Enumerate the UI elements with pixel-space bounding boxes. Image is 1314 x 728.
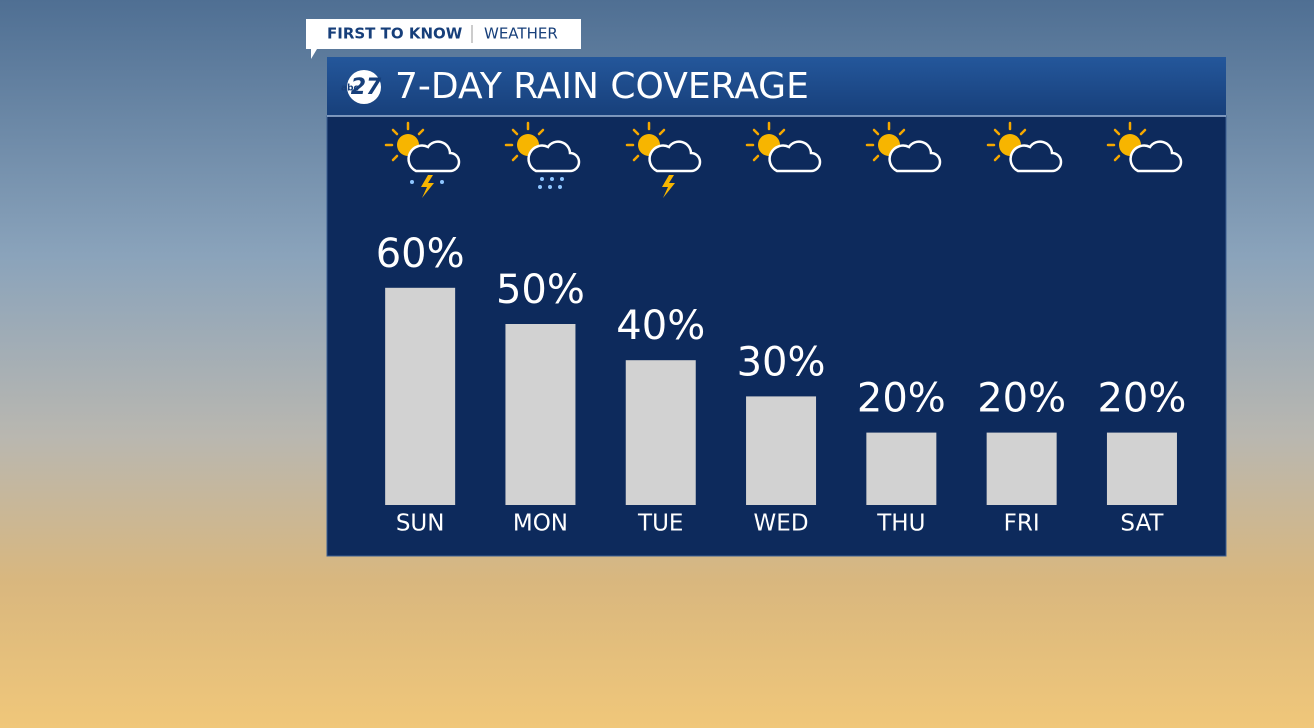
x-tick-label: MON [513, 511, 568, 537]
icon-storm [384, 121, 461, 198]
tag-text: FIRST TO KNOW [327, 25, 463, 43]
x-tick-label: FRI [1004, 511, 1040, 537]
chart-title: 7-DAY RAIN COVERAGE [395, 66, 809, 107]
x-tick-label: THU [876, 511, 925, 537]
x-tick-label: WED [754, 511, 809, 537]
bar [866, 432, 937, 505]
tag-box [306, 19, 581, 59]
weather-icons [384, 121, 1183, 198]
title-band [327, 57, 1226, 116]
value-label: 60% [376, 231, 465, 277]
value-label: 20% [857, 376, 946, 422]
bar [385, 287, 456, 505]
bar [746, 396, 817, 505]
logo-small: abc [341, 84, 359, 94]
value-label: 20% [1097, 376, 1186, 422]
x-tick-label: TUE [637, 511, 683, 537]
value-label: 20% [977, 376, 1066, 422]
tag-section: WEATHER [484, 25, 558, 43]
x-tick-label: SAT [1120, 511, 1164, 537]
value-label: 50% [496, 267, 585, 313]
bar [1106, 432, 1177, 505]
x-tick-label: SUN [396, 511, 445, 537]
value-label: 40% [616, 303, 705, 349]
bar [505, 324, 576, 505]
logo: 27 [351, 75, 382, 100]
bar [625, 360, 696, 505]
bar [986, 432, 1057, 505]
value-label: 30% [737, 339, 826, 385]
logo-mark [347, 70, 381, 104]
